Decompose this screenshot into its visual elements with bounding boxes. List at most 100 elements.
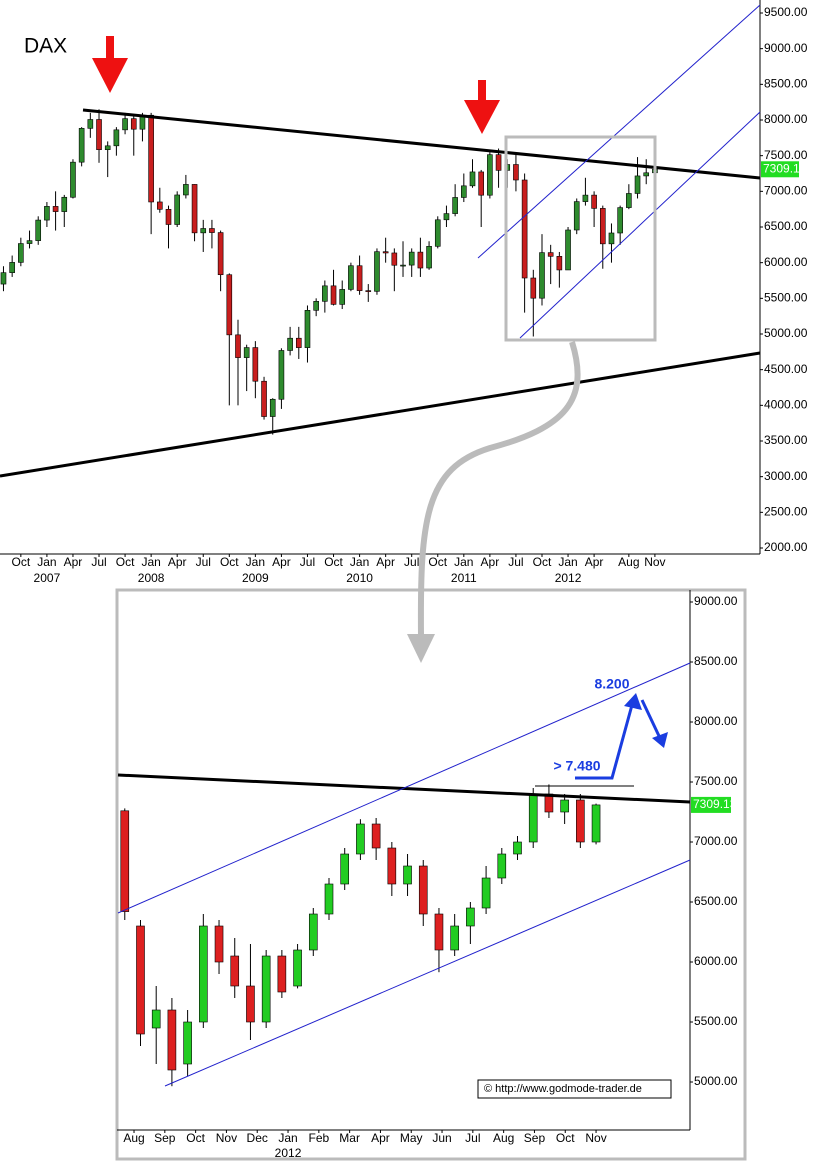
candle-body (339, 289, 346, 305)
candle-body (70, 161, 76, 198)
candle-body (44, 206, 50, 221)
forecast-arrow (575, 704, 634, 780)
candle-body (560, 799, 569, 813)
candle-body (217, 232, 224, 276)
last-price-tag (761, 161, 799, 178)
x-tick-label: Jul (465, 1131, 480, 1145)
candle-body (356, 823, 365, 855)
candle-body (487, 154, 493, 196)
candle-body (417, 251, 424, 269)
candle-body (324, 883, 334, 915)
year-label: 2012 (275, 1146, 302, 1160)
candle-body (35, 219, 42, 241)
source: © http://www.godmode-trader.de (484, 1083, 642, 1095)
last-price-label: 7309.13 (693, 797, 737, 811)
candle-body (199, 925, 208, 1023)
candle-body (120, 810, 130, 912)
annotation: > 7.480 (553, 758, 600, 774)
x-tick-label: Apr (272, 555, 291, 569)
candle-body (87, 119, 94, 129)
y-tick-label: 5500.00 (764, 291, 808, 305)
x-tick-label: Jul (508, 555, 523, 569)
y-tick-label: 9000.00 (764, 41, 808, 55)
x-tick-label: Apr (376, 555, 395, 569)
y-tick-label: 6500.00 (694, 894, 738, 908)
x-tick-label: Oct (186, 1131, 205, 1145)
candle-body (434, 913, 444, 951)
y-tick-label: 6000.00 (764, 255, 808, 269)
y-tick-label: 9500.00 (764, 5, 808, 19)
candle-body (573, 201, 580, 231)
y-tick-label: 7000.00 (764, 184, 808, 198)
y-tick-label: 2500.00 (764, 505, 808, 519)
x-tick-label: Jun (432, 1131, 451, 1145)
x-tick-label: Oct (428, 555, 447, 569)
candle-body (61, 196, 68, 212)
channel-upper (477, 4, 761, 259)
y-tick-label: 8500.00 (694, 654, 738, 668)
y-tick-label: 7000.00 (694, 834, 738, 848)
candle-body (591, 804, 601, 843)
last-price-label: 7309.13 (763, 161, 807, 175)
candle-body (391, 252, 398, 266)
x-tick-label: Aug (123, 1131, 144, 1145)
candle-body (382, 251, 389, 254)
y-tick-label: 7500.00 (764, 148, 808, 162)
candle-body (165, 209, 172, 225)
y-tick-label: 9000.00 (694, 594, 738, 608)
x-tick-label: Nov (644, 555, 665, 569)
candle-body (122, 118, 128, 131)
x-tick-label: Apr (481, 555, 500, 569)
x-tick-label: Jan (246, 555, 265, 569)
candle-body (278, 350, 285, 400)
candle-body (634, 175, 641, 194)
x-tick-label: Jan (141, 555, 160, 569)
candle-body (418, 865, 428, 915)
x-tick-label: Oct (12, 555, 31, 569)
candle-body (426, 246, 432, 269)
x-tick-label: Jan (350, 555, 369, 569)
candle-body (269, 398, 276, 417)
year-label: 2012 (555, 571, 582, 585)
candle-body (183, 1021, 192, 1065)
x-tick-label: Jan (37, 555, 56, 569)
candle-body (608, 232, 615, 245)
connector (417, 341, 581, 637)
candle-body (18, 243, 24, 263)
x-tick-label: Sep (524, 1131, 546, 1145)
x-tick-label: Apr (64, 555, 83, 569)
candle-body (374, 251, 380, 292)
x-tick-label: Feb (308, 1131, 329, 1145)
x-tick-label: Apr (168, 555, 187, 569)
candle-body (183, 184, 189, 196)
x-tick-label: Nov (216, 1131, 237, 1145)
x-tick-label: Nov (585, 1131, 606, 1145)
y-tick-label: 5500.00 (694, 1014, 738, 1028)
candle-body (293, 949, 302, 987)
y-tick-label: 3000.00 (764, 469, 808, 483)
y-tick-label: 5000.00 (764, 326, 808, 340)
candle-body (261, 955, 271, 1023)
zoom-frame (115, 588, 747, 1161)
forecast-head (652, 732, 668, 748)
candle-body (521, 179, 528, 279)
last-price-tag (691, 796, 731, 813)
candle-body (565, 229, 571, 271)
candle-body (528, 793, 538, 843)
candle-body (461, 185, 467, 198)
x-tick-label: Jul (300, 555, 315, 569)
candle-body (626, 193, 632, 208)
y-tick-label: 3500.00 (764, 433, 808, 447)
x-tick-label: Oct (116, 555, 135, 569)
x-tick-label: Jan (278, 1131, 297, 1145)
candle-body (78, 128, 85, 163)
channel-lower (164, 859, 691, 1087)
candle-body (452, 197, 458, 214)
candle-body (591, 194, 597, 209)
candle-body (313, 301, 319, 311)
x-tick-label: Jul (404, 555, 419, 569)
candle-body (371, 823, 381, 849)
x-tick-label: Oct (533, 555, 552, 569)
chart-title: DAX (24, 35, 67, 58)
candle-body (599, 208, 606, 245)
